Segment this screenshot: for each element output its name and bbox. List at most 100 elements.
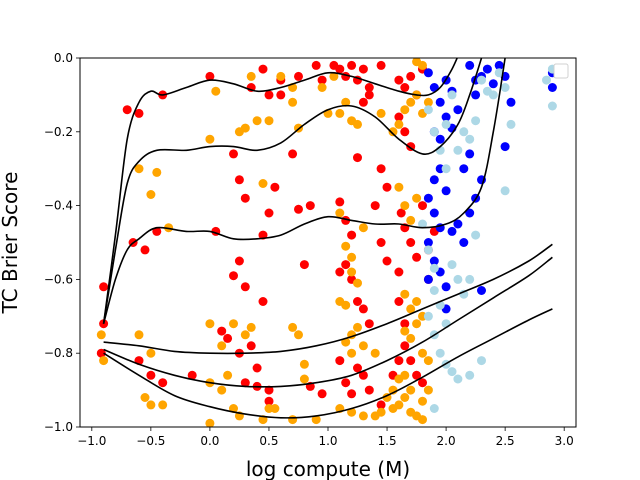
data-point-blue <box>465 149 475 159</box>
data-point-red <box>376 238 386 247</box>
data-point-red <box>146 370 156 380</box>
data-point-red <box>364 319 374 329</box>
data-point-orange <box>158 400 168 410</box>
data-point-red <box>311 60 321 70</box>
data-point-red <box>140 245 150 255</box>
data-point-red <box>317 75 327 85</box>
data-point-orange <box>96 330 106 340</box>
data-point-orange <box>341 97 351 107</box>
data-point-red <box>406 71 416 81</box>
y-tick-label: −0.4 <box>44 199 73 213</box>
data-point-lightblue <box>477 75 486 85</box>
data-point-orange <box>217 341 227 351</box>
data-point-orange <box>134 330 144 340</box>
trend-curve-4 <box>103 243 553 355</box>
data-point-orange <box>353 322 362 332</box>
data-point-red <box>406 356 416 366</box>
data-point-lightblue <box>423 105 433 115</box>
data-point-red <box>412 252 422 262</box>
data-point-red <box>205 71 215 81</box>
data-point-red <box>364 83 374 92</box>
data-point-orange <box>418 396 427 406</box>
trend-curves <box>102 58 553 419</box>
data-point-orange <box>394 400 404 410</box>
data-point-orange <box>358 411 368 421</box>
data-point-red <box>418 378 427 388</box>
data-point-orange <box>299 359 309 369</box>
data-point-orange <box>246 71 256 81</box>
data-point-orange <box>229 319 238 329</box>
data-point-lightblue <box>429 127 439 137</box>
data-point-orange <box>400 201 410 211</box>
data-point-red <box>418 201 427 211</box>
data-point-blue <box>465 208 475 218</box>
data-point-orange <box>240 330 250 340</box>
data-point-lightblue <box>429 286 439 295</box>
data-point-blue <box>441 112 451 122</box>
data-point-orange <box>423 356 433 366</box>
data-point-orange <box>376 108 386 118</box>
data-point-orange <box>134 164 144 174</box>
data-point-red <box>347 230 357 240</box>
data-point-red <box>258 297 268 306</box>
x-tick-label: 0.5 <box>259 434 278 448</box>
data-point-lightblue <box>447 90 457 100</box>
data-point-orange <box>341 241 351 251</box>
data-point-orange <box>317 83 327 92</box>
data-point-lightblue <box>429 404 439 413</box>
data-point-red <box>376 164 386 174</box>
y-tick-label: 0.0 <box>54 51 73 65</box>
data-point-red <box>376 60 386 70</box>
data-point-orange <box>229 404 238 413</box>
data-point-red <box>335 64 345 74</box>
data-point-red <box>264 208 274 218</box>
data-point-blue <box>482 64 492 74</box>
trend-curve-2 <box>102 58 483 324</box>
data-point-red <box>358 370 368 380</box>
data-point-lightblue <box>500 83 510 92</box>
data-point-blue <box>441 186 451 196</box>
data-point-orange <box>264 116 274 126</box>
data-point-red <box>276 90 286 100</box>
data-point-orange <box>276 71 286 81</box>
data-point-lightblue <box>494 68 504 78</box>
data-point-lightblue <box>465 274 475 284</box>
data-point-red <box>234 175 244 185</box>
data-point-red <box>158 378 168 388</box>
data-point-orange <box>299 374 309 384</box>
data-point-red <box>364 385 374 395</box>
data-point-lightblue <box>542 75 551 85</box>
data-point-red <box>264 396 274 406</box>
data-point-blue <box>423 193 433 203</box>
data-point-blue <box>471 90 481 100</box>
data-point-orange <box>406 215 416 225</box>
plot-area <box>80 58 576 427</box>
data-point-red <box>264 385 274 395</box>
data-point-blue <box>477 286 486 295</box>
data-point-red <box>240 378 250 388</box>
data-point-red <box>394 267 404 277</box>
data-point-orange <box>406 385 416 395</box>
data-point-blue <box>488 79 498 89</box>
plot-background <box>80 58 576 427</box>
data-point-lightblue <box>488 90 498 100</box>
data-point-blue <box>494 60 504 70</box>
data-point-orange <box>205 134 215 144</box>
data-point-red <box>353 363 362 373</box>
data-point-orange <box>376 407 386 417</box>
data-point-orange <box>358 341 368 351</box>
x-tick-label: 2.5 <box>496 434 515 448</box>
data-point-red <box>382 182 392 192</box>
data-point-red <box>234 256 244 266</box>
data-point-blue <box>453 105 463 115</box>
data-point-orange <box>418 415 427 425</box>
data-point-orange <box>140 393 150 402</box>
data-point-blue <box>465 60 475 70</box>
data-point-orange <box>418 60 427 70</box>
data-point-orange <box>146 190 156 199</box>
data-point-orange <box>388 127 398 137</box>
data-point-orange <box>406 97 416 107</box>
data-point-red <box>305 201 315 211</box>
data-point-red <box>412 370 422 380</box>
data-point-orange <box>412 319 422 329</box>
